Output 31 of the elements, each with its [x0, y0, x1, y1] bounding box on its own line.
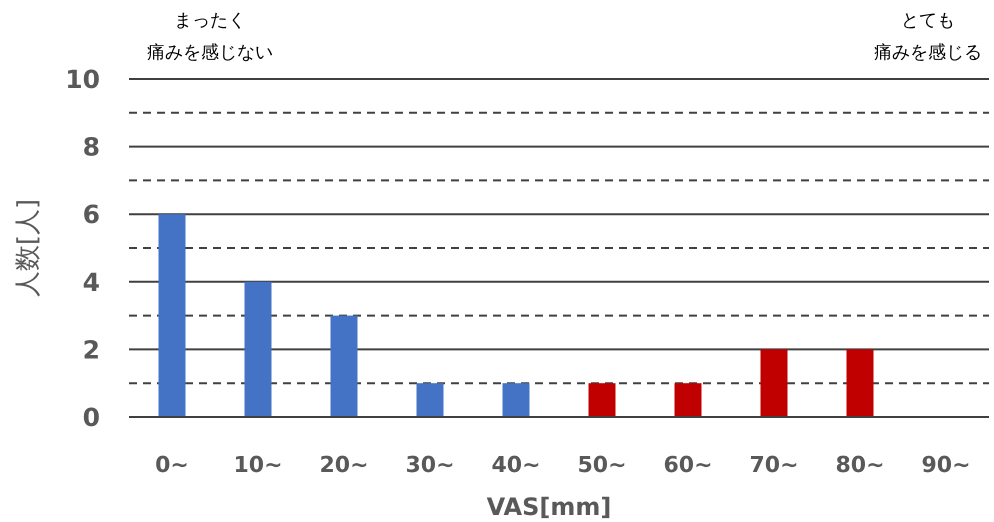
x-tick-label: 10~: [233, 453, 283, 478]
x-tick-label: 90~: [921, 453, 971, 478]
x-tick-label: 60~: [663, 453, 713, 478]
y-tick-label: 8: [82, 132, 100, 162]
text: とても: [901, 10, 955, 31]
x-tick-label: 30~: [405, 453, 455, 478]
y-tick-label: 10: [65, 65, 100, 94]
bar: [760, 349, 788, 417]
bar: [502, 383, 530, 417]
y-axis-title: 人数[人]: [13, 198, 43, 298]
bar: [416, 383, 444, 417]
y-tick-label: 4: [82, 268, 100, 297]
text: 痛みを感じない: [147, 42, 273, 63]
x-tick-label: 80~: [835, 453, 885, 478]
y-tick-label: 0: [82, 403, 100, 432]
x-tick-label: 50~: [577, 453, 627, 478]
y-tick-label: 6: [82, 200, 100, 230]
bar: [588, 383, 616, 417]
y-tick-label: 2: [82, 335, 100, 364]
bar: [330, 316, 358, 417]
bar: [846, 349, 874, 417]
x-axis-title: VAS[mm]: [486, 493, 612, 521]
bar: [244, 282, 272, 417]
text: 痛みを感じる: [874, 42, 982, 63]
x-tick-label: 70~: [749, 453, 799, 478]
bar: [158, 214, 186, 417]
x-tick-label: 40~: [491, 453, 541, 478]
text: まったく: [174, 10, 246, 31]
x-tick-label: 20~: [319, 453, 369, 478]
bar: [674, 383, 702, 417]
x-tick-label: 0~: [155, 453, 189, 478]
